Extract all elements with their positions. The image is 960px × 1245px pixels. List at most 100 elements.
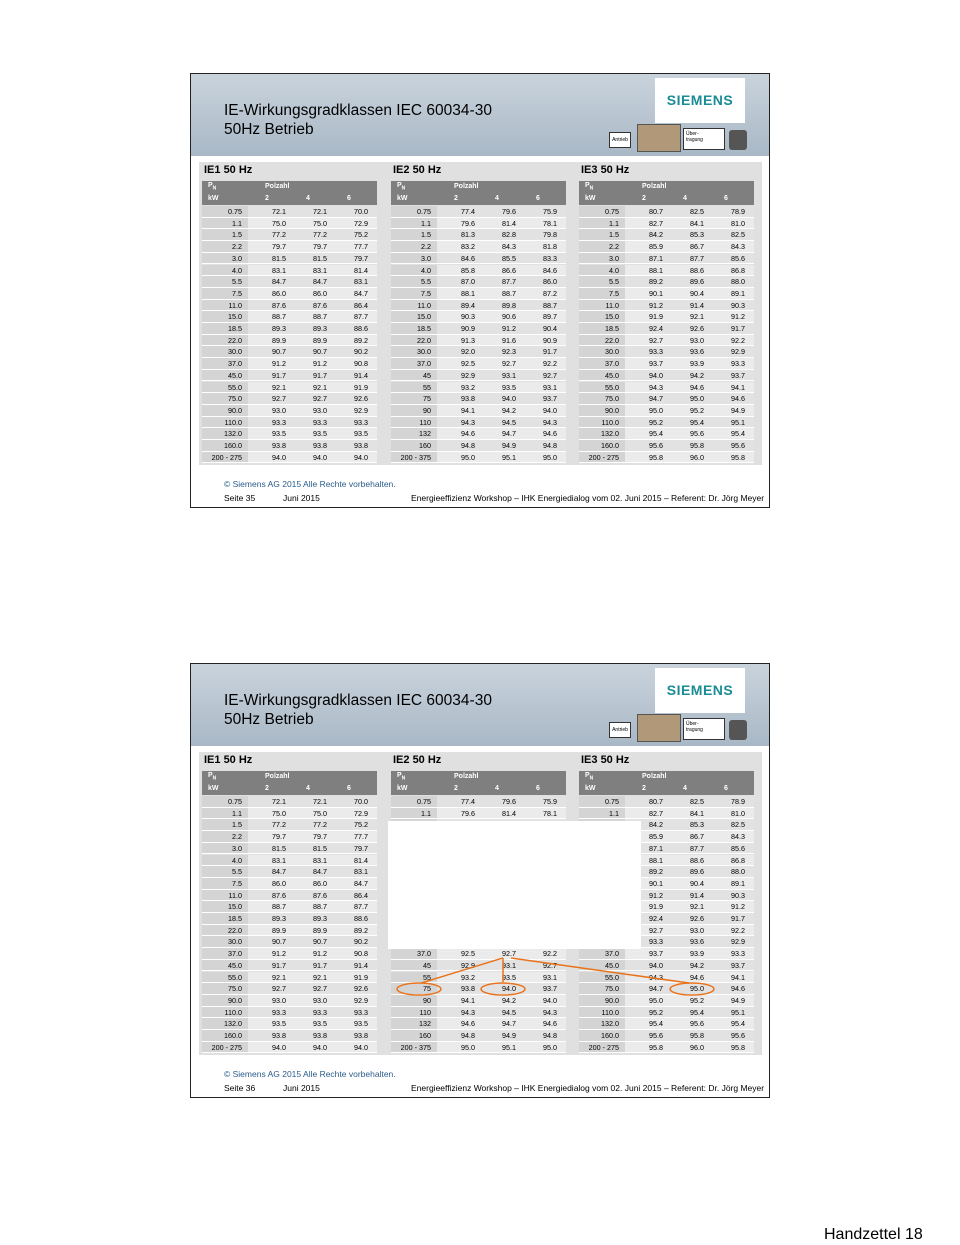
cell: 75.0 — [228, 984, 242, 994]
cell: 83.1 — [354, 277, 368, 287]
kw-bg — [202, 948, 248, 959]
highlight-ellipse — [669, 982, 715, 996]
kw-bg — [391, 241, 437, 252]
cell: 93.1 — [502, 370, 516, 380]
cell: 0.75 — [228, 797, 242, 806]
cell: 84.7 — [313, 867, 327, 877]
cell: 30.0 — [228, 347, 242, 357]
cell: 95.6 — [690, 429, 704, 439]
cell: 83.1 — [313, 855, 327, 865]
cell: 160.0 — [224, 441, 242, 450]
pole-header: 4 — [683, 785, 687, 792]
kw-bg — [202, 842, 248, 854]
cell: 91.2 — [272, 359, 286, 369]
cell: 0.75 — [228, 207, 242, 216]
pole-header: 2 — [454, 785, 458, 792]
row-bg — [202, 901, 377, 913]
cell: 1.5 — [232, 820, 242, 830]
cell: 37.0 — [228, 359, 242, 369]
cell: 81.5 — [272, 843, 286, 853]
cell: 7.5 — [421, 288, 431, 298]
cell: 94.9 — [731, 995, 745, 1005]
cell: 94.8 — [543, 1031, 557, 1040]
pole-header: 4 — [495, 195, 499, 202]
cell: 93.9 — [690, 359, 704, 369]
cell: 132.0 — [224, 1019, 242, 1029]
row-bg — [202, 311, 377, 323]
kw-bg — [202, 404, 248, 416]
kw-bg — [391, 393, 437, 404]
cell: 30.0 — [417, 347, 431, 357]
cell: 93.7 — [649, 949, 663, 959]
cell: 84.7 — [354, 288, 368, 298]
cell: 95.0 — [543, 1042, 557, 1052]
cell: 94.9 — [731, 405, 745, 415]
logo: SIEMENS — [655, 78, 745, 123]
row-bg — [579, 229, 754, 242]
cell: 94.5 — [502, 417, 516, 427]
cell: 92.9 — [461, 370, 475, 380]
kw-bg — [391, 381, 437, 393]
cell: 91.2 — [502, 324, 516, 333]
event: Energieeffizienz Workshop – IHK Energied… — [411, 493, 765, 503]
cell: 37.0 — [417, 359, 431, 369]
cell: 92.7 — [543, 960, 557, 970]
kw-bg — [391, 807, 437, 819]
pole-header: 2 — [454, 195, 458, 202]
icon-motor — [729, 720, 747, 740]
kw-bg — [579, 241, 625, 252]
cell: 86.4 — [354, 890, 368, 900]
kw-bg — [391, 287, 437, 299]
cell: 87.7 — [502, 277, 516, 287]
cell: 94.3 — [543, 1007, 557, 1017]
kw-bg — [202, 276, 248, 287]
cell: 15.0 — [228, 902, 242, 912]
kw-bg — [202, 369, 248, 381]
pole-header: 6 — [724, 785, 728, 792]
cell: 81.0 — [731, 808, 745, 818]
cell: 75.2 — [354, 230, 368, 240]
cell: 4.0 — [609, 265, 619, 275]
row-bg — [391, 994, 566, 1007]
row-bg — [579, 440, 754, 452]
cell: 92.1 — [690, 312, 704, 322]
cell: 84.3 — [731, 242, 745, 252]
row-bg — [202, 206, 377, 218]
cell: 95.1 — [731, 1007, 745, 1017]
cell: 95.0 — [543, 452, 557, 462]
power-subscript: N — [212, 185, 217, 192]
cell: 93.3 — [272, 1007, 286, 1017]
cell: 160.0 — [601, 1031, 619, 1040]
cell: 94.2 — [690, 370, 704, 380]
kw-bg — [391, 404, 437, 416]
cell: 95.0 — [461, 1042, 475, 1052]
kw-bg — [579, 217, 625, 229]
cell: 75.0 — [605, 394, 619, 404]
kw-bg — [579, 206, 625, 217]
cell: 94.7 — [649, 984, 663, 994]
row-bg — [579, 1006, 754, 1019]
cell: 92.7 — [272, 984, 286, 994]
cell: 91.9 — [649, 312, 663, 322]
cell: 2.2 — [232, 242, 242, 252]
cell: 86.7 — [690, 242, 704, 252]
cell: 3.0 — [232, 253, 242, 263]
cell: 87.6 — [313, 890, 327, 900]
kw-bg — [579, 416, 625, 428]
row-bg — [202, 404, 377, 417]
row-bg — [579, 901, 754, 913]
cell: 90.3 — [461, 312, 475, 322]
cell: 83.1 — [354, 867, 368, 877]
kw-bg — [579, 1030, 625, 1041]
row-bg — [579, 1030, 754, 1042]
power-unit: kW — [585, 195, 596, 202]
cell: 85.5 — [502, 253, 516, 263]
cell: 92.6 — [690, 914, 704, 923]
cell: 0.75 — [605, 797, 619, 806]
cell: 95.2 — [649, 1007, 663, 1017]
cell: 93.5 — [313, 1019, 327, 1029]
cell: 87.1 — [649, 253, 663, 263]
row-bg — [579, 323, 754, 335]
cell: 94.1 — [731, 382, 745, 392]
cell: 92.7 — [543, 370, 557, 380]
